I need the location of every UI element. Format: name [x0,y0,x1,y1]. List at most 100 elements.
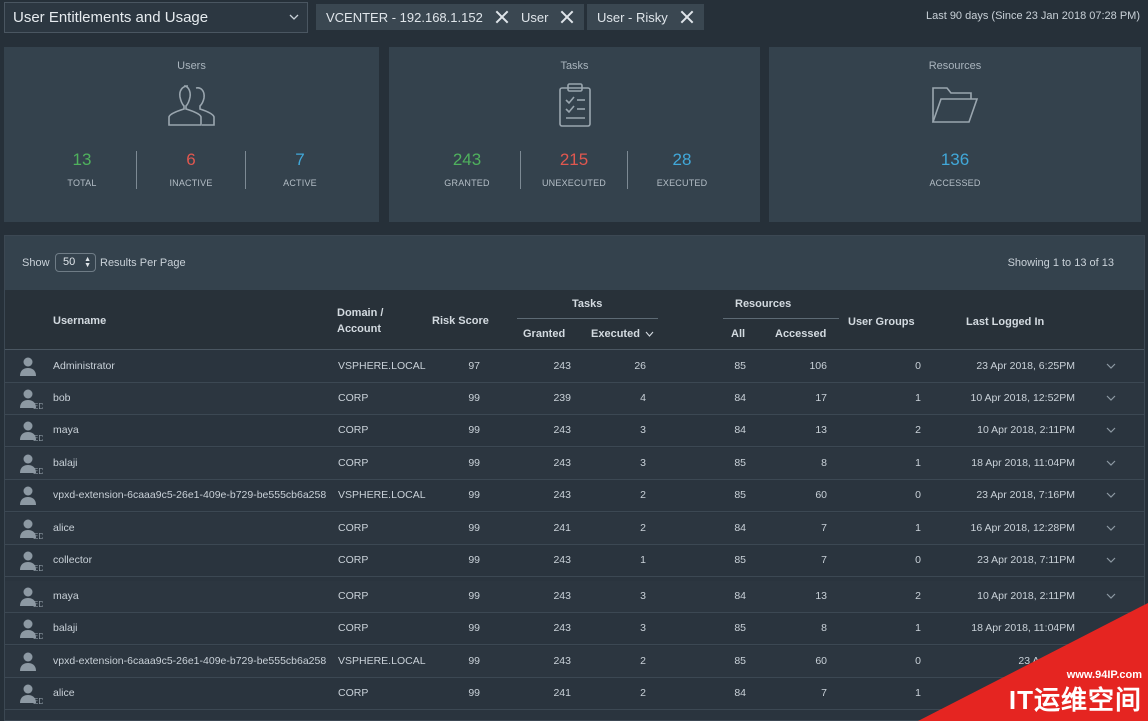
domain-cell: VSPHERE.LOCAL [338,655,426,667]
risk-score-cell: 99 [468,392,480,404]
col-group-resources: Resources [735,298,792,310]
svg-text:ED: ED [33,600,43,608]
last-logged-in-cell: 16 Apr 2018, 12:28PM [970,522,1076,534]
top-bar: User Entitlements and Usage VCENTER - 19… [0,0,1148,40]
expand-chevron-icon[interactable] [1106,592,1116,600]
domain-cell: CORP [338,522,369,534]
table-row[interactable]: ED bob CORP 99 239 4 84 17 1 10 Apr 2018, 12:52PM [5,383,1144,415]
col-user-groups[interactable]: User Groups [848,316,915,328]
showing-count: Showing 1 to 13 of 13 [1007,257,1114,269]
card-title: Tasks [560,60,589,72]
close-icon[interactable] [495,10,509,24]
expand-chevron-icon[interactable] [1106,556,1116,564]
stat-label: INACTIVE [169,178,213,188]
table-row[interactable]: Administrator VSPHERE.LOCAL 97 243 26 85 106 0 2… [5,351,1144,383]
users-card: Users 13 TOTAL 6 INACTIVE 7 ACTIVE [4,47,379,222]
last-logged-in-cell: 10 Apr 2018, 12:52PM [970,392,1076,404]
table-row[interactable]: ED maya CORP 99 243 3 84 13 2 10 Apr 2018, 2:11PM [5,415,1144,447]
user-groups-cell: 1 [915,457,921,469]
col-last-logged-in[interactable]: Last Logged In [966,316,1045,328]
close-icon[interactable] [560,10,574,24]
table-row[interactable]: ED balaji CORP 99 243 3 85 8 1 18 Apr 2018, 11:04… [5,448,1144,480]
report-select[interactable]: User Entitlements and Usage [4,2,308,33]
resources-accessed-cell: 8 [821,457,827,469]
last-logged-in-cell: 18 Apr 2018, 11:04PM [971,457,1075,469]
granted-cell: 243 [553,457,571,469]
last-logged-in-cell: 23 Apr 2018, 7:11PM [977,554,1075,566]
expand-chevron-icon[interactable] [1106,362,1116,370]
close-icon[interactable] [680,10,694,24]
domain-cell: CORP [338,622,369,634]
ad-user-icon: ED [20,519,43,540]
filter-chip-label: User - Risky [597,9,668,25]
granted-cell: 243 [553,554,571,566]
expand-chevron-icon[interactable] [1106,524,1116,532]
svg-text:ED: ED [33,467,43,475]
stat-label: ACCESSED [929,178,981,188]
user-groups-cell: 1 [915,392,921,404]
col-granted[interactable]: Granted [523,328,566,340]
expand-chevron-icon[interactable] [1106,394,1116,402]
filter-chip-risky: User - Risky [587,4,704,30]
table-toolbar: Show 50 ▲ ▼ Results Per Page Showing 1 to… [5,236,1144,290]
stat-label: EXECUTED [656,178,708,188]
granted-cell: 243 [553,655,571,667]
col-domain-line1[interactable]: Domain / [337,307,384,319]
divider [136,151,137,189]
username-cell: collector [53,554,93,566]
domain-cell: CORP [338,457,369,469]
resources-all-cell: 84 [734,392,746,404]
resources-accessed-cell: 106 [809,360,827,372]
ad-user-icon: ED [20,684,43,705]
stat-active: 7 ACTIVE [246,150,354,188]
report-select-value: User Entitlements and Usage [13,9,209,26]
table-row[interactable]: ED alice CORP 99 241 2 84 7 1 16 Apr 2018, 12:28P… [5,513,1144,545]
table-row[interactable]: ED collector CORP 99 243 1 85 7 0 23 Apr 2018, 7:… [5,545,1144,577]
table-row[interactable]: ED alice CORP 99 241 2 84 7 1 [5,678,1144,710]
col-username[interactable]: Username [53,315,107,327]
stat-label: GRANTED [444,178,490,188]
col-group-tasks: Tasks [572,298,603,310]
domain-cell: CORP [338,424,369,436]
show-label: Show [22,257,50,269]
group-underline [517,318,658,319]
last-logged-in-cell: 23 Apr 2018, 7:16PM [976,489,1075,501]
executed-cell: 2 [640,489,646,501]
username-cell: Administrator [53,360,115,372]
ad-user-icon: ED [20,389,43,410]
stat-unexecuted: 215 UNEXECUTED [520,150,628,188]
resources-all-cell: 85 [734,554,746,566]
per-page-value: 50 [63,256,76,268]
stat-total: 13 TOTAL [28,150,136,188]
col-risk-score[interactable]: Risk Score [432,315,489,327]
expand-chevron-icon[interactable] [1106,426,1116,434]
resources-accessed-cell: 13 [815,590,827,602]
date-range[interactable]: Last 90 days (Since 23 Jan 2018 07:28 PM… [925,10,1140,22]
col-executed[interactable]: Executed [591,328,654,340]
col-all[interactable]: All [731,328,746,340]
sort-desc-icon [645,331,654,337]
col-accessed[interactable]: Accessed [775,328,827,340]
watermark-url: www.94IP.com [1066,669,1142,681]
resources-all-cell: 85 [734,622,746,634]
stat-executed: 28 EXECUTED [628,150,736,188]
expand-chevron-icon[interactable] [1106,459,1116,467]
svg-text:ED: ED [33,697,43,705]
resources-all-cell: 85 [734,489,746,501]
risk-score-cell: 99 [468,590,480,602]
per-page-select[interactable]: 50 ▲ ▼ [55,253,96,272]
risk-score-cell: 99 [468,655,480,667]
stat-label: ACTIVE [283,178,317,188]
filter-chip-label: User [521,9,549,25]
user-icon [20,652,36,671]
table-row[interactable]: vpxd-extension-6caaa9c5-26e1-409e-b729-b… [5,480,1144,512]
risk-score-cell: 99 [468,424,480,436]
expand-chevron-icon[interactable] [1106,491,1116,499]
stat-label: TOTAL [67,178,97,188]
risk-score-cell: 99 [468,554,480,566]
svg-text:ED: ED [33,632,43,640]
ad-user-icon: ED [20,454,43,475]
last-logged-in-cell: 10 Apr 2018, 2:11PM [977,424,1075,436]
col-domain-line2[interactable]: Account [337,323,381,335]
user-icon [20,486,36,505]
